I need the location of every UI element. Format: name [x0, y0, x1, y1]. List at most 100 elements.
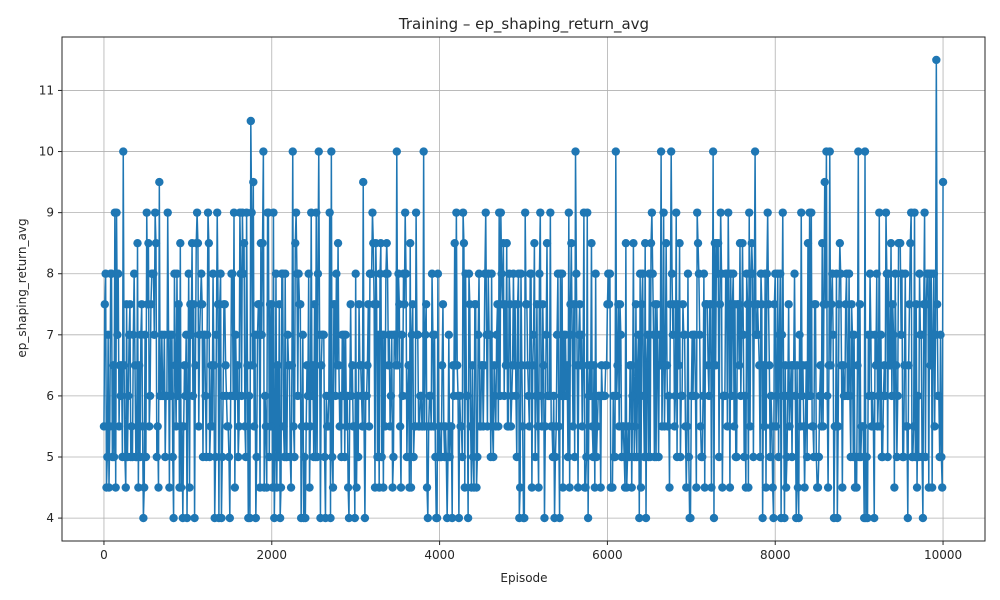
data-point — [774, 452, 783, 462]
data-point — [388, 483, 397, 492]
data-point — [500, 391, 509, 401]
data-point — [466, 422, 475, 431]
data-point — [835, 238, 845, 248]
data-point — [287, 361, 297, 370]
data-point — [920, 208, 929, 217]
data-point — [301, 513, 310, 523]
data-point — [820, 177, 829, 187]
data-point — [777, 330, 787, 340]
data-point — [283, 330, 292, 340]
data-point — [375, 269, 385, 278]
data-point — [778, 208, 787, 217]
data-point — [542, 238, 552, 248]
data-point — [520, 513, 529, 523]
data-point — [468, 361, 477, 370]
data-point — [725, 483, 735, 492]
data-point — [377, 452, 386, 462]
data-point — [135, 452, 145, 462]
data-point — [171, 361, 180, 370]
data-point — [249, 422, 259, 431]
data-point — [801, 422, 810, 431]
data-point — [413, 330, 422, 340]
data-point — [421, 330, 430, 340]
data-point — [211, 452, 220, 462]
data-point — [604, 300, 614, 309]
data-point — [347, 391, 356, 401]
data-series — [99, 55, 948, 523]
data-point — [397, 330, 407, 340]
data-point — [433, 269, 443, 278]
data-point — [524, 391, 533, 401]
data-point — [906, 238, 915, 248]
data-point — [934, 391, 944, 401]
data-point — [813, 483, 823, 492]
data-point — [936, 330, 945, 340]
data-point — [114, 269, 123, 278]
data-point — [612, 391, 621, 401]
data-point — [294, 269, 303, 278]
data-point — [393, 361, 402, 370]
data-point — [140, 330, 150, 340]
data-point — [758, 513, 767, 523]
data-point — [188, 391, 198, 401]
data-point — [568, 422, 578, 431]
data-point — [520, 208, 530, 217]
data-point — [463, 391, 472, 401]
data-point — [473, 330, 483, 340]
data-point — [875, 422, 885, 431]
data-point — [764, 300, 773, 309]
data-point — [727, 391, 736, 401]
data-point — [141, 452, 151, 462]
data-point — [546, 208, 555, 217]
data-point — [447, 422, 456, 431]
data-point — [145, 391, 155, 401]
data-point — [637, 300, 647, 309]
data-point — [696, 422, 705, 431]
data-point — [826, 361, 835, 370]
data-point — [621, 238, 631, 248]
data-point — [691, 391, 700, 401]
data-point — [396, 483, 406, 492]
data-point — [149, 269, 158, 278]
data-point — [855, 300, 865, 309]
data-point — [114, 422, 124, 431]
data-point — [367, 269, 376, 278]
data-point — [583, 208, 592, 217]
data-point — [497, 269, 506, 278]
data-point — [213, 208, 222, 217]
data-point — [699, 269, 709, 278]
data-point — [244, 391, 254, 401]
data-point — [314, 147, 323, 156]
data-point — [221, 361, 230, 370]
x-tick-label: 6000 — [592, 548, 623, 562]
data-point — [692, 483, 701, 492]
data-point — [275, 513, 285, 523]
data-point — [713, 238, 723, 248]
data-point — [517, 361, 527, 370]
data-point — [762, 269, 772, 278]
data-point — [808, 422, 818, 431]
data-point — [334, 361, 344, 370]
data-point — [382, 238, 391, 248]
data-point — [208, 422, 217, 431]
data-point — [536, 208, 545, 217]
data-point — [793, 483, 803, 492]
data-point — [636, 483, 646, 492]
data-point — [152, 452, 162, 462]
data-point — [797, 391, 807, 401]
data-point — [320, 452, 329, 462]
data-point — [180, 361, 189, 370]
data-point — [296, 300, 305, 309]
data-point — [275, 300, 284, 309]
data-point — [459, 238, 469, 248]
y-tick-label: 10 — [39, 145, 54, 159]
data-point — [600, 391, 610, 401]
data-point — [332, 269, 341, 278]
data-point — [525, 422, 534, 431]
data-point — [683, 269, 693, 278]
data-point — [541, 422, 550, 431]
data-point — [161, 452, 170, 462]
data-point — [581, 483, 590, 492]
data-point — [739, 330, 748, 340]
data-point — [538, 300, 547, 309]
